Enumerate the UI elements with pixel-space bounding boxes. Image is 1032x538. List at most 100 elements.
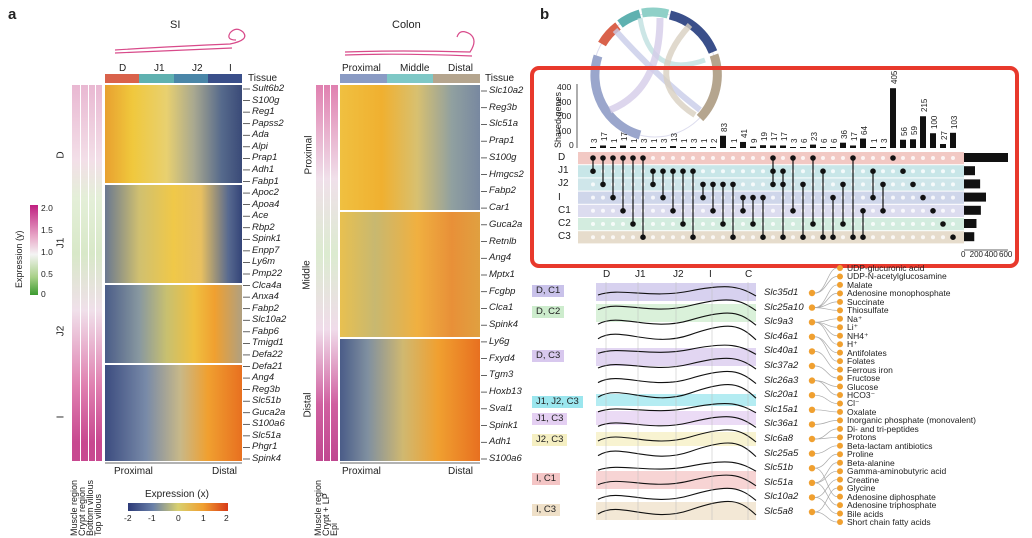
si-annotation-col-sep <box>95 85 96 461</box>
panel-c-link <box>814 284 838 308</box>
panel-c-substrate-label: Glycine <box>847 483 876 494</box>
panel-c-link <box>814 487 838 513</box>
panel-c-link <box>814 318 838 323</box>
panel-c-substrate-label: HCO3⁻ <box>847 390 876 400</box>
panel-c-link <box>814 321 838 328</box>
panel-c-gene-dot <box>808 465 816 472</box>
colon-gene-label: Car1 <box>489 202 510 214</box>
panel-c-substrate-label: Di- and tri-peptides <box>847 423 919 434</box>
panel-c-link <box>814 301 838 308</box>
si-tissue-label: Tissue <box>248 73 278 84</box>
panel-c-substrate-dot <box>837 349 843 356</box>
colon-gene-label: Fxyd4 <box>489 352 515 364</box>
panel-c-expression-curve <box>597 487 757 501</box>
upset-bar-label: 3 <box>590 138 599 143</box>
panel-c-group-label: D, C3 <box>532 350 565 362</box>
upset-set-label: C3 <box>558 231 571 243</box>
panel-c-column-label: J1 <box>635 269 646 280</box>
si-heatmap-divider-1 <box>105 183 242 185</box>
panel-c-group-label: D, C1 <box>532 285 565 297</box>
panel-c-group-band <box>596 502 756 520</box>
panel-c-link <box>814 267 838 294</box>
upset-bar-label: 17 <box>850 132 859 142</box>
panel-c-substrate-dot <box>837 434 843 441</box>
legend-x-title: Expression (x) <box>145 489 209 500</box>
panel-c-column-label: D <box>603 269 611 280</box>
si-gene-label: Fabp6 <box>252 325 279 337</box>
upset-bar-label: 23 <box>810 131 819 141</box>
upset-bar-label: 3 <box>660 138 669 143</box>
panel-c-link <box>814 365 838 379</box>
colon-seg-label-middle: Middle <box>400 63 430 74</box>
legend-y-tick: 0.5 <box>41 269 53 279</box>
si-gene-label: Reg1 <box>252 106 275 118</box>
si-title: SI <box>170 19 181 31</box>
si-gene-label: Slc10a2 <box>252 314 287 326</box>
panel-c-substrate-label: Thiosulfate <box>847 305 889 316</box>
panel-c-substrate-label: Adenosine triphosphate <box>847 500 937 511</box>
panel-c-gene-dot <box>808 377 816 384</box>
panel-c-expression-curve <box>597 442 757 458</box>
panel-c-link <box>814 380 838 396</box>
colon-gene-label: Tgm3 <box>489 369 514 381</box>
panel-c-link <box>814 470 838 484</box>
upset-bar-label: 9 <box>750 138 759 143</box>
legend-y-colorbar <box>30 205 38 295</box>
panel-c-substrate-dot <box>837 502 843 509</box>
panel-c-substrate-label: Oxalate <box>847 406 877 417</box>
upset-bar-label: 59 <box>910 126 919 136</box>
si-gene-label: Guca2a <box>252 406 286 418</box>
si-tissue-bar <box>105 74 242 83</box>
si-gene-label: Ada <box>252 129 269 141</box>
upset-ytick: 400 <box>557 82 572 92</box>
colon-group-proximal: Proximal <box>303 135 315 175</box>
si-annotation-col-sep <box>80 85 81 461</box>
panel-a-letter: a <box>8 6 17 23</box>
panel-c-substrate-dot <box>837 459 843 466</box>
colon-gene-label: S100a6 <box>489 453 522 464</box>
colon-annotation-columns <box>316 85 338 461</box>
colon-axis-proximal: Proximal <box>342 466 381 477</box>
panel-c-expression-curve <box>597 357 757 370</box>
panel-c-link <box>814 336 838 354</box>
panel-c-link <box>814 293 838 308</box>
panel-c-substrate-label: Protons <box>847 432 877 443</box>
si-annotation-col-sep <box>88 85 89 461</box>
panel-c-gene-label: Slc5a8 <box>764 506 794 517</box>
colon-heatmap-block-middle <box>340 212 480 337</box>
panel-c-group-band <box>596 283 756 301</box>
panel-c-substrate-label: UDP-glucuronic acid <box>847 263 925 273</box>
panel-c-gene-label: Slc10a2 <box>764 491 799 503</box>
si-gene-label: Fabp2 <box>252 302 279 314</box>
upset-set-label: J1 <box>558 165 569 177</box>
colon-gene-label: Sval1 <box>489 402 513 414</box>
panel-c-link <box>814 351 838 370</box>
colon-seg-label-proximal: Proximal <box>342 63 381 74</box>
panel-c-link <box>814 336 838 362</box>
upset-bar-label: 3 <box>640 138 649 143</box>
upset-bar-label: 405 <box>890 70 899 85</box>
panel-c-gene-label: Slc46a1 <box>764 330 799 342</box>
panel-c-substrate-label: Fructose <box>847 373 881 384</box>
colon-heatmap-block-proximal <box>340 85 480 210</box>
si-gene-label: Adh1 <box>252 163 275 175</box>
si-gene-label: Fabp1 <box>252 175 279 187</box>
panel-c-gene-label: Slc36a1 <box>764 418 799 430</box>
panel-c-substrate-dot <box>837 408 843 415</box>
panel-c-substrate-dot <box>837 485 843 492</box>
upset-bar-label: 83 <box>720 122 729 132</box>
legend-y-title: Expression (y) <box>14 230 24 288</box>
colon-tissue-bar <box>340 74 481 83</box>
si-heatmap-divider-2 <box>105 283 242 285</box>
panel-c-substrate-dot <box>837 442 843 449</box>
upset-bar-label: 27 <box>940 131 949 140</box>
panel-c-link <box>814 428 838 440</box>
panel-c-gene-dot <box>808 392 816 399</box>
panel-c-substrate-label: Glucose <box>847 381 879 392</box>
panel-c-gene-dot <box>808 450 816 457</box>
upset-bar-label: 36 <box>840 129 849 139</box>
panel-c-link <box>814 409 838 413</box>
si-gene-label: Reg3b <box>252 383 280 395</box>
panel-c-substrate-label: Gamma-aminobutyric acid <box>847 466 947 477</box>
panel-c-gene-label: Slc37a2 <box>764 360 799 371</box>
